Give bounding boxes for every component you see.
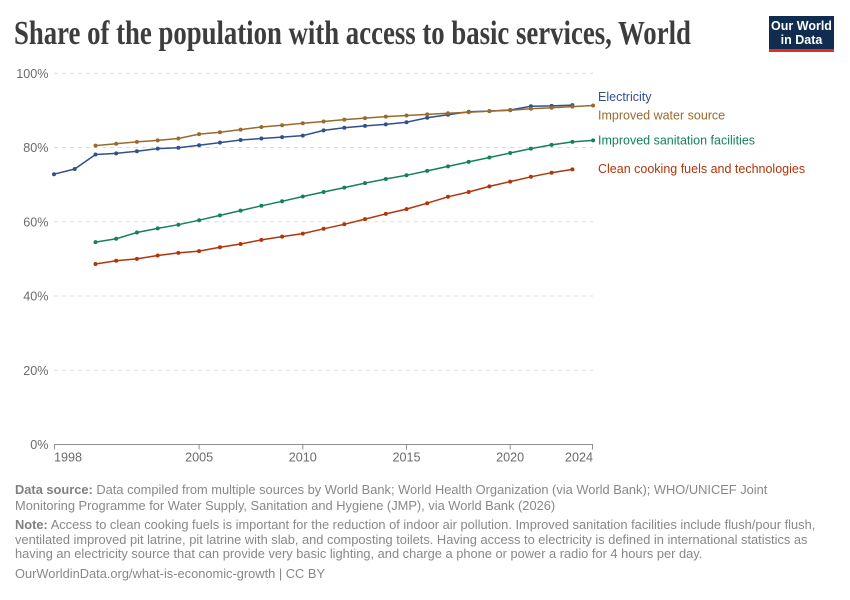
svg-text:2020: 2020 xyxy=(496,450,524,464)
svg-text:2015: 2015 xyxy=(392,450,420,464)
svg-text:2010: 2010 xyxy=(289,450,317,464)
svg-text:Clean cooking fuels and techno: Clean cooking fuels and technologies xyxy=(598,162,805,176)
svg-text:Electricity: Electricity xyxy=(598,90,652,104)
svg-text:100%: 100% xyxy=(16,67,48,81)
svg-text:Improved water source: Improved water source xyxy=(598,109,725,123)
svg-text:2024: 2024 xyxy=(565,450,593,464)
svg-text:40%: 40% xyxy=(23,290,48,304)
svg-text:80%: 80% xyxy=(23,141,48,155)
svg-text:1998: 1998 xyxy=(54,450,82,464)
svg-text:20%: 20% xyxy=(23,364,48,378)
svg-text:60%: 60% xyxy=(23,215,48,229)
svg-text:Improved sanitation facilities: Improved sanitation facilities xyxy=(598,134,755,148)
svg-text:2005: 2005 xyxy=(185,450,213,464)
svg-text:0%: 0% xyxy=(30,438,48,452)
